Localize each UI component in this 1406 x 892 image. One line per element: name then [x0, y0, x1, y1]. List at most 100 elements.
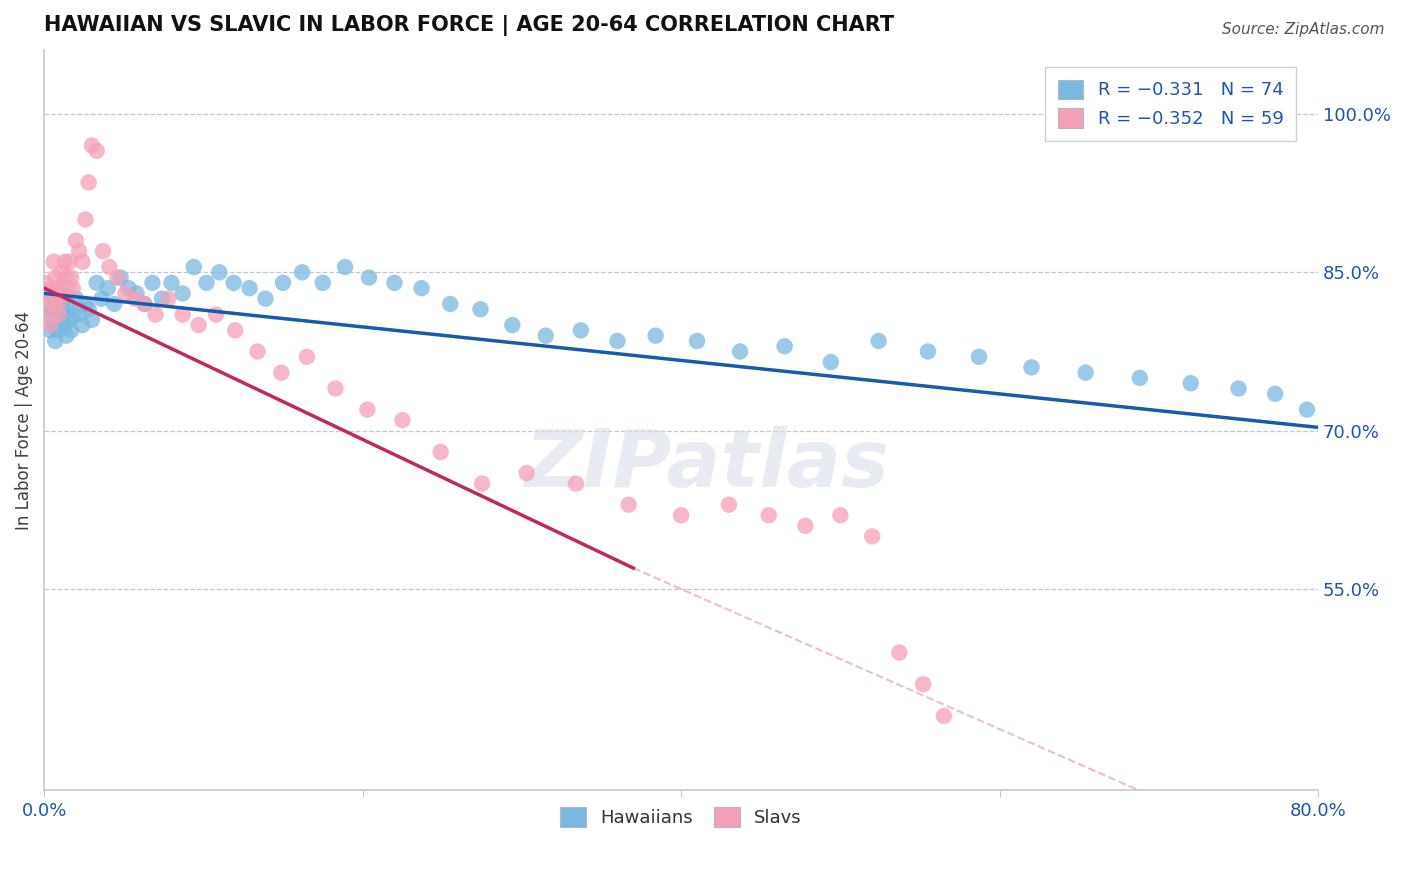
Point: [41, 302, 63, 317]
Point: [820, 355, 842, 369]
Point: [312, 276, 335, 290]
Point: [501, 318, 523, 332]
Point: [56, 281, 79, 295]
Point: [49, 281, 72, 295]
Point: [669, 508, 692, 523]
Point: [60, 323, 83, 337]
Point: [60, 270, 83, 285]
Point: [124, 292, 146, 306]
Point: [384, 276, 406, 290]
Point: [80, 138, 103, 153]
Point: [1339, 429, 1361, 443]
Point: [125, 286, 148, 301]
Y-axis label: In Labor Force | Age 20-64: In Labor Force | Age 20-64: [15, 310, 32, 530]
Point: [35, 276, 58, 290]
Point: [1315, 413, 1337, 427]
Point: [91, 244, 114, 259]
Point: [295, 350, 318, 364]
Point: [52, 302, 75, 317]
Point: [187, 318, 209, 332]
Point: [1336, 424, 1358, 438]
Point: [65, 292, 87, 306]
Point: [1180, 376, 1202, 391]
Point: [114, 286, 136, 301]
Point: [38, 308, 60, 322]
Point: [38, 308, 60, 322]
Legend: Hawaiians, Slavs: Hawaiians, Slavs: [551, 798, 811, 837]
Point: [860, 529, 883, 543]
Point: [45, 281, 67, 295]
Point: [117, 281, 139, 295]
Point: [45, 308, 67, 322]
Point: [48, 308, 70, 322]
Point: [42, 297, 65, 311]
Point: [44, 334, 66, 348]
Point: [758, 508, 780, 523]
Point: [75, 297, 97, 311]
Point: [157, 292, 180, 306]
Point: [254, 292, 277, 306]
Point: [42, 318, 65, 332]
Point: [48, 297, 70, 311]
Point: [686, 334, 709, 348]
Point: [110, 270, 132, 285]
Point: [1074, 366, 1097, 380]
Point: [644, 328, 666, 343]
Point: [72, 254, 94, 268]
Text: ZIPatlas: ZIPatlas: [524, 425, 889, 504]
Point: [222, 276, 245, 290]
Point: [103, 297, 125, 311]
Point: [1330, 424, 1353, 438]
Point: [41, 281, 63, 295]
Point: [39, 323, 62, 337]
Point: [90, 292, 112, 306]
Point: [42, 254, 65, 268]
Point: [1296, 402, 1319, 417]
Point: [411, 281, 433, 295]
Point: [62, 281, 84, 295]
Point: [51, 318, 73, 332]
Point: [470, 302, 492, 317]
Point: [357, 270, 380, 285]
Point: [889, 646, 911, 660]
Point: [183, 260, 205, 274]
Point: [97, 281, 120, 295]
Point: [52, 286, 75, 301]
Point: [67, 308, 90, 322]
Point: [471, 476, 494, 491]
Point: [356, 402, 378, 417]
Point: [37, 286, 59, 301]
Point: [44, 270, 66, 285]
Point: [134, 297, 156, 311]
Point: [291, 265, 314, 279]
Point: [56, 297, 79, 311]
Point: [270, 366, 292, 380]
Point: [1129, 371, 1152, 385]
Point: [333, 260, 356, 274]
Point: [160, 276, 183, 290]
Point: [917, 344, 939, 359]
Point: [1227, 382, 1250, 396]
Point: [606, 334, 628, 348]
Text: Source: ZipAtlas.com: Source: ZipAtlas.com: [1222, 22, 1385, 37]
Point: [77, 302, 100, 317]
Point: [75, 212, 97, 227]
Point: [773, 339, 796, 353]
Point: [65, 234, 87, 248]
Point: [569, 323, 592, 337]
Point: [39, 318, 62, 332]
Point: [172, 308, 194, 322]
Point: [391, 413, 413, 427]
Point: [37, 292, 59, 306]
Point: [53, 318, 76, 332]
Point: [205, 308, 228, 322]
Point: [105, 270, 128, 285]
Point: [55, 328, 77, 343]
Point: [80, 313, 103, 327]
Point: [617, 498, 640, 512]
Point: [1323, 418, 1346, 433]
Point: [172, 286, 194, 301]
Point: [77, 176, 100, 190]
Point: [62, 308, 84, 322]
Point: [51, 265, 73, 279]
